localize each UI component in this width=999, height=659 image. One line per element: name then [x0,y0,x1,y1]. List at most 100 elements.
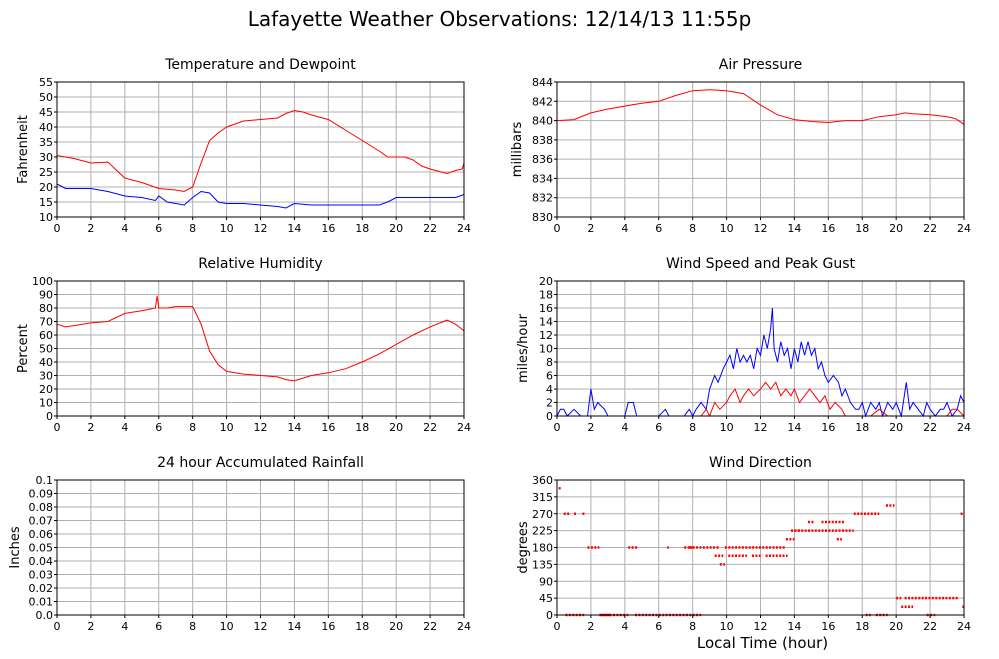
y-axis-label: Percent [16,324,31,373]
y-tick-label: 15 [39,196,53,209]
y-tick-label: 0.04 [29,555,54,568]
y-tick-label: 830 [532,211,553,224]
y-tick-label: 0 [546,410,553,423]
x-tick-label: 12 [254,620,268,633]
x-tick-label: 10 [720,620,734,633]
x-tick-label: 22 [923,421,937,434]
x-tick-label: 18 [355,620,369,633]
x-tick-label: 10 [220,222,234,235]
x-tick-label: 18 [855,620,869,633]
x-tick-label: 12 [754,620,768,633]
x-tick-label: 14 [287,620,301,633]
x-tick-label: 12 [254,222,268,235]
y-tick-label: 0 [46,410,53,423]
y-tick-label: 60 [39,329,53,342]
x-tick-label: 4 [121,421,128,434]
y-tick-label: 55 [39,76,53,89]
x-tick-label: 6 [655,421,662,434]
y-tick-label: 0.0 [36,609,54,622]
x-tick-label: 22 [423,421,437,434]
y-tick-label: 80 [39,302,53,315]
x-tick-label: 22 [923,222,937,235]
x-tick-label: 4 [121,222,128,235]
y-tick-label: 0.03 [29,569,54,582]
y-tick-label: 840 [532,115,553,128]
y-tick-label: 2 [546,397,553,410]
y-tick-label: 20 [39,181,53,194]
x-tick-label: 12 [254,421,268,434]
x-tick-label: 2 [587,222,594,235]
y-tick-label: 844 [532,76,553,89]
y-tick-label: 0.02 [29,582,54,595]
x-tick-label: 0 [54,620,61,633]
y-tick-label: 836 [532,153,553,166]
y-tick-label: 30 [39,151,53,164]
x-tick-label: 2 [87,620,94,633]
x-tick-label: 16 [321,222,335,235]
x-tick-label: 18 [855,421,869,434]
x-tick-label: 14 [787,222,801,235]
y-tick-label: 315 [532,491,553,504]
y-tick-label: 832 [532,192,553,205]
x-tick-label: 10 [720,421,734,434]
y-tick-label: 0.08 [29,501,54,514]
x-tick-label: 24 [457,620,471,633]
x-tick-label: 20 [389,421,403,434]
y-tick-label: 6 [546,370,553,383]
x-tick-label: 4 [121,620,128,633]
x-tick-label: 8 [689,620,696,633]
x-tick-label: 6 [155,620,162,633]
x-tick-label: 20 [889,620,903,633]
y-axis-label: Inches [8,526,23,568]
x-axis-label: Local Time (hour) [696,634,829,652]
chart-title: Wind Speed and Peak Gust [666,256,855,272]
y-tick-label: 50 [39,343,53,356]
chart-title: Relative Humidity [198,256,322,272]
x-tick-label: 20 [389,222,403,235]
x-tick-label: 6 [155,421,162,434]
y-tick-label: 842 [532,95,553,108]
y-tick-label: 225 [532,525,553,538]
x-tick-label: 16 [321,421,335,434]
series-line-0 [56,295,465,382]
y-axis-label: degrees [516,521,531,574]
x-tick-label: 10 [220,620,234,633]
x-tick-label: 2 [87,222,94,235]
y-tick-label: 0.07 [29,515,54,528]
x-tick-label: 4 [621,421,628,434]
x-tick-label: 6 [655,222,662,235]
x-tick-label: 2 [587,620,594,633]
y-tick-label: 0.09 [29,488,54,501]
page-title: Lafayette Weather Observations: 12/14/13… [247,7,752,31]
y-tick-label: 40 [39,121,53,134]
y-tick-label: 360 [532,474,553,487]
x-tick-label: 16 [821,421,835,434]
y-tick-label: 70 [39,316,53,329]
y-tick-label: 30 [39,370,53,383]
y-tick-label: 45 [39,106,53,119]
y-tick-label: 0.06 [29,528,54,541]
x-tick-label: 12 [754,421,768,434]
y-tick-label: 14 [539,316,553,329]
x-tick-label: 6 [655,620,662,633]
x-tick-label: 20 [889,222,903,235]
x-tick-label: 0 [554,620,561,633]
x-tick-label: 14 [287,421,301,434]
x-tick-label: 24 [457,421,471,434]
y-tick-label: 0 [546,609,553,622]
y-tick-label: 0.1 [36,474,54,487]
x-tick-label: 20 [889,421,903,434]
y-tick-label: 4 [546,383,553,396]
y-tick-label: 18 [539,289,553,302]
x-tick-label: 10 [720,222,734,235]
y-axis-label: miles/hour [516,313,531,382]
x-tick-label: 8 [689,222,696,235]
y-tick-label: 180 [532,542,553,555]
x-tick-label: 6 [155,222,162,235]
y-tick-label: 135 [532,558,553,571]
